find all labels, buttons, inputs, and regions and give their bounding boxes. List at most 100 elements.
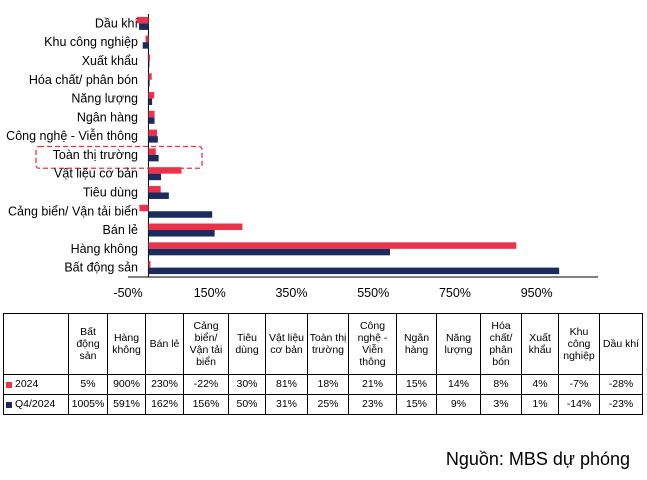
data-table: Bất động sản Hàng không Bán lẻ Cảng biển/ V… [3,313,643,415]
table-cell: 900% [107,374,146,395]
table-row: 2024 5% 900% 230% -22% 30% 81% 18% 21% 15% 14% 8% 4%… [3,374,643,395]
category-label: Hàng không [71,242,138,256]
table-cell: 162% [145,394,184,415]
table-cell: 30% [228,374,266,395]
bar-series1-12 [145,35,149,43]
category-label: Ngân hàng [77,110,138,124]
table-cell: -7% [558,374,600,395]
table-cell: 15% [396,394,437,415]
category-label: Tiêu dùng [83,185,138,199]
bar-series2-13 [139,23,149,30]
table-header: Ngân hàng [396,313,437,375]
category-label: Năng lượng [71,92,138,106]
x-tick-label: 950% [521,286,553,300]
category-label: Vật liệu cơ bản [54,167,138,181]
source-note: Nguồn: MBS dự phóng [445,449,630,469]
bar-series1-5 [148,167,182,174]
bar-series1-1 [148,242,517,249]
table-header: Toàn thị trường [307,313,349,375]
bar-series2-2 [148,230,215,237]
table-cell: 50% [228,394,266,415]
bar-series2-6 [148,154,159,162]
category-label: Bất động sản [64,261,138,275]
bar-series2-11 [148,60,150,68]
table-cell: -14% [558,394,600,415]
category-label: Xuất khẩu [82,54,138,68]
bar-series2-8 [148,117,155,124]
x-tick-label: 350% [275,286,307,300]
bar-series1-9 [148,92,155,99]
bar-series2-5 [148,173,162,181]
table-cell: 15% [396,374,437,395]
x-tick-label: -50% [113,286,142,300]
bar-chart: Dầu khí Khu công nghiệp Xuất khẩu Hóa chất/… [6,14,598,300]
x-tick-label: 150% [194,286,226,300]
table-header: Tiêu dùng [228,313,266,375]
table-cell: 81% [265,374,308,395]
table-header: Năng lượng [436,313,481,375]
x-tick-label: 550% [357,286,389,300]
x-tick-label: 750% [439,286,471,300]
table-header: Vật liệu cơ bản [265,313,308,375]
table-cell: 591% [107,394,146,415]
table-header: Dầu khí [599,313,643,375]
table-cell: -23% [599,394,643,415]
bar-series2-9 [148,98,153,106]
bar-series2-12 [142,42,149,49]
table-header: Bán lẻ [145,313,184,375]
table-corner [3,313,69,375]
bar-series1-2 [148,223,243,231]
table-row-label: 2024 [3,374,69,395]
bar-series1-8 [148,110,155,118]
category-label: Toàn thị trường [53,148,138,162]
table-cell: 23% [348,394,397,415]
table-cell: 1% [521,394,559,415]
table-cell: 21% [348,374,397,395]
bar-series2-7 [148,136,158,143]
bar-series1-6 [148,148,156,155]
table-cell: -28% [599,374,643,395]
bar-series1-10 [148,73,152,80]
bar-series1-3 [139,204,149,212]
bar-series1-0 [148,261,151,268]
category-label: Hóa chất/ phân bón [29,73,138,87]
legend-swatch [6,381,12,388]
table-cell: -22% [183,374,229,395]
table-header: Hàng không [107,313,146,375]
table-cell: 18% [307,374,349,395]
table-header: Công nghệ - Viễn thông [348,313,397,375]
bar-series1-4 [148,185,161,193]
category-label: Khu công nghiệp [44,35,138,49]
bar-series2-10 [148,79,150,87]
table-row-label: Q4/2024 [3,394,69,415]
table-header: Cảng biển/ Vận tải biển [183,313,229,375]
table-cell: 8% [480,374,522,395]
table-header: Hóa chất/ phân bón [480,313,522,375]
table-cell: 25% [307,394,349,415]
bar-series2-3 [148,211,213,218]
table-cell: 4% [521,374,559,395]
table-cell: 230% [145,374,184,395]
table-header: Xuất khẩu [521,313,559,375]
table-header: Bất động sản [68,313,108,375]
table-cell: 156% [183,394,229,415]
table-cell: 9% [436,394,481,415]
category-label: Cảng biển/ Vận tải biển [8,204,138,218]
highlight-box [35,145,203,169]
bar-series2-1 [148,248,390,256]
table-cell: 31% [265,394,308,415]
table-header: Khu công nghiệp [558,313,600,375]
bar-series1-11 [148,54,151,61]
table-cell: 1005% [68,394,108,415]
bar-series2-4 [148,192,169,199]
table-cell: 5% [68,374,108,395]
legend-swatch [6,401,12,408]
category-label: Bán lẻ [103,223,138,237]
category-label: Công nghệ - Viễn thông [6,128,138,143]
bar-series1-7 [148,129,158,137]
category-label: Dầu khí [95,16,139,30]
table-cell: 14% [436,374,481,395]
table-cell: 3% [480,394,522,415]
table-row: Q4/2024 1005% 591% 162% 156% 50% 31% 25% 23% 15% 9… [3,394,643,415]
bar-series2-0 [148,267,560,275]
